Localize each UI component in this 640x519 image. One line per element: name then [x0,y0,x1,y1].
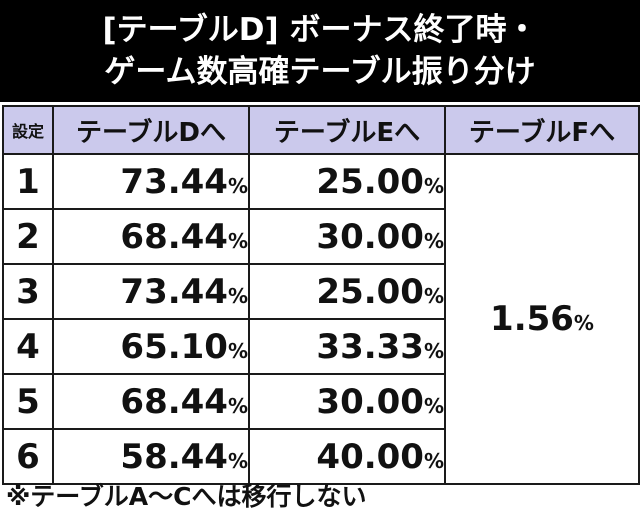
table-d-value: 68.44 [120,381,228,422]
percent-unit: % [227,338,248,363]
percent-unit: % [423,338,444,363]
percent-unit: % [227,393,248,418]
table-d-cell: 68.44% [52,208,250,265]
percent-unit: % [423,173,444,198]
title-line-2: ゲーム数高確テーブル振り分け [104,54,536,90]
table-row: 4 65.10% 33.33% [2,318,639,375]
table-row: 6 58.44% 40.00% [2,428,639,485]
table-e-value: 33.33 [316,326,424,367]
setting-label: 6 [2,428,54,485]
table-e-cell: 30.00% [248,373,446,430]
table-d-cell: 73.44% [52,263,250,320]
table-e-value: 25.00 [316,161,424,202]
table-d-value: 73.44 [120,271,228,312]
table-e-cell: 40.00% [248,428,446,485]
percent-unit: % [423,283,444,308]
table-e-cell: 25.00% [248,153,446,210]
title-banner: [テーブルD] ボーナス終了時・ ゲーム数高確テーブル振り分け [0,0,640,102]
table-e-value: 40.00 [316,436,424,477]
column-header-setting: 設定 [2,105,54,155]
title-line-1: [テーブルD] ボーナス終了時・ [102,12,538,48]
table-f-cell: 1.56% [444,153,640,485]
percent-unit: % [227,228,248,253]
setting-label: 3 [2,263,54,320]
table-d-cell: 68.44% [52,373,250,430]
percent-unit: % [573,311,594,335]
footnote: ※テーブルA～Cへは移行しない [6,482,367,511]
column-header-table-f: テーブルFへ [444,105,640,155]
column-header-table-e: テーブルEへ [248,105,446,155]
table-e-value: 30.00 [316,216,424,257]
table-e-cell: 33.33% [248,318,446,375]
setting-label: 2 [2,208,54,265]
table-d-value: 65.10 [120,326,228,367]
table-d-cell: 58.44% [52,428,250,485]
table-e-cell: 30.00% [248,208,446,265]
table-row: 2 68.44% 30.00% [2,208,639,265]
table-d-value: 68.44 [120,216,228,257]
percent-unit: % [423,228,444,253]
table-e-cell: 25.00% [248,263,446,320]
table-row: 3 73.44% 25.00% [2,263,639,320]
setting-label: 5 [2,373,54,430]
table-d-cell: 73.44% [52,153,250,210]
setting-label: 4 [2,318,54,375]
percent-unit: % [423,393,444,418]
percent-unit: % [227,173,248,198]
table-e-value: 25.00 [316,271,424,312]
setting-label: 1 [2,153,54,210]
table-row: 5 68.44% 30.00% [2,373,639,430]
table-row: 1 73.44% 25.00% 1.56% [2,153,640,485]
distribution-table: 設定 テーブルDへ テーブルEへ テーブルFへ 1 73.44% 25.00% … [2,105,640,485]
percent-unit: % [423,448,444,473]
percent-unit: % [227,448,248,473]
table-d-cell: 65.10% [52,318,250,375]
table-d-value: 58.44 [120,436,228,477]
table-d-value: 73.44 [120,161,228,202]
column-header-table-d: テーブルDへ [52,105,250,155]
percent-unit: % [227,283,248,308]
table-header-row: 設定 テーブルDへ テーブルEへ テーブルFへ [2,105,640,155]
table-e-value: 30.00 [316,381,424,422]
table-f-value: 1.56 [490,299,574,339]
